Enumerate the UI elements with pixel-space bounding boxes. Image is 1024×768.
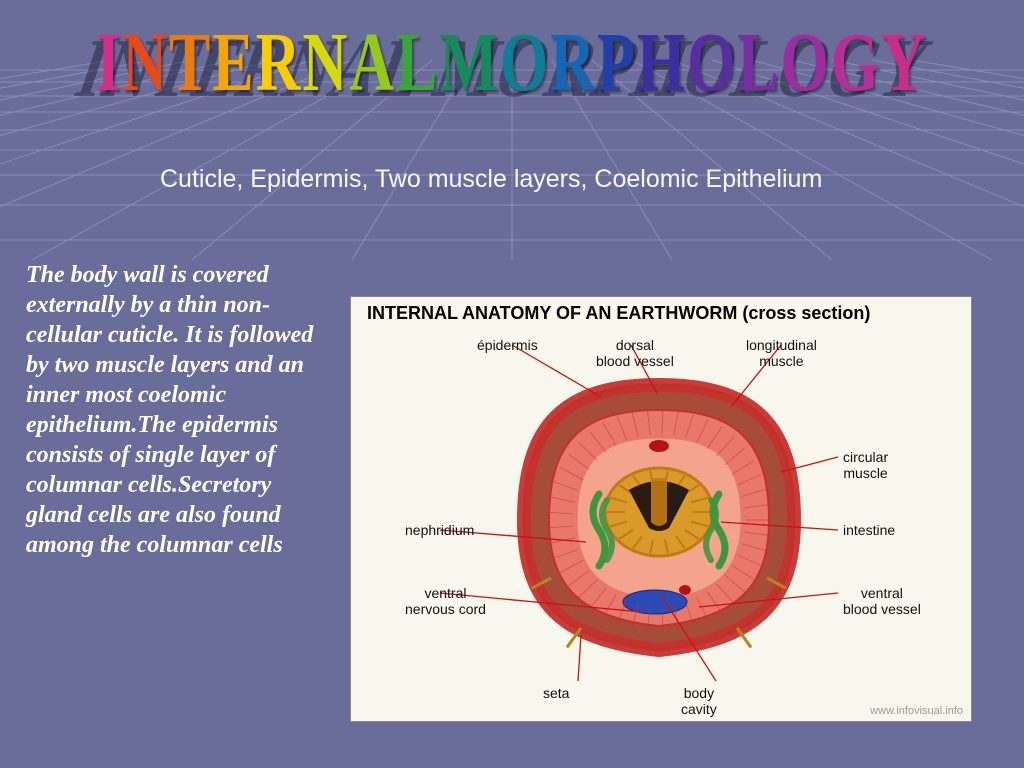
label-circular_muscle: circular muscle bbox=[843, 449, 888, 481]
label-body_cavity: body cavity bbox=[681, 685, 717, 717]
label-nephridium: nephridium bbox=[405, 522, 474, 538]
body-paragraph: The body wall is covered externally by a… bbox=[26, 260, 321, 560]
label-epidermis: épidermis bbox=[477, 337, 538, 353]
anatomy-diagram: INTERNAL ANATOMY OF AN EARTHWORM (cross … bbox=[350, 296, 972, 722]
slide-title: INTERNAL MORPHOLOGY bbox=[0, 16, 1024, 112]
label-intestine: intestine bbox=[843, 522, 895, 538]
label-ventral_nervous_cord: ventral nervous cord bbox=[405, 585, 486, 617]
diagram-credit: www.infovisual.info bbox=[870, 705, 963, 717]
slide-subtitle: Cuticle, Epidermis, Two muscle layers, C… bbox=[160, 165, 822, 194]
label-seta: seta bbox=[543, 685, 569, 701]
label-longitudinal_muscle: longitudinal muscle bbox=[746, 337, 817, 369]
label-dorsal_blood_vessel: dorsal blood vessel bbox=[596, 337, 674, 369]
label-ventral_blood_vessel: ventral blood vessel bbox=[843, 585, 921, 617]
